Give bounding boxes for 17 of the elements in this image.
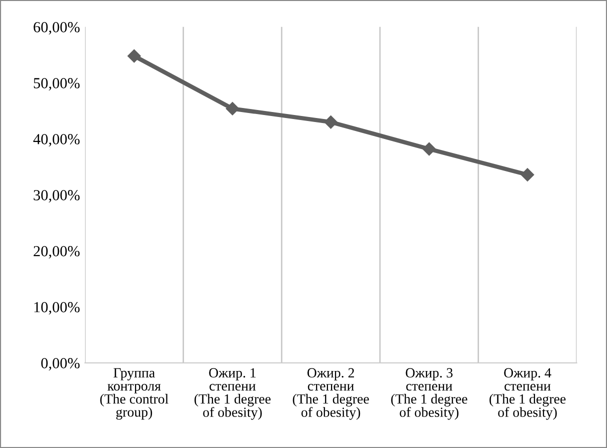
y-tick-label: 10,00% [34, 302, 80, 315]
point [324, 115, 338, 129]
point [422, 142, 436, 156]
y-tick-label: 50,00% [34, 78, 80, 91]
y-tick-label: 20,00% [34, 246, 80, 259]
point [520, 168, 534, 182]
y-tick-label: 60,00% [34, 22, 80, 35]
x-tick-label: Группа контроля (The control group) [100, 368, 168, 420]
point [226, 102, 240, 116]
x-tick-label: Ожир. 2 степени (The 1 degree of obesity) [292, 368, 369, 420]
x-tick-label: Ожир. 4 степени (The 1 degree of obesity) [490, 368, 566, 420]
y-tick-label: 30,00% [34, 190, 80, 203]
x-tick-label: Ожир. 1 степени (The 1 degree of obesity) [194, 368, 271, 420]
x-tick-label: Ожир. 3 степени (The 1 degree of obesity) [391, 368, 468, 420]
point [128, 49, 141, 63]
y-tick-label: 0,00% [41, 358, 80, 371]
y-tick-label: 40,00% [33, 134, 80, 147]
